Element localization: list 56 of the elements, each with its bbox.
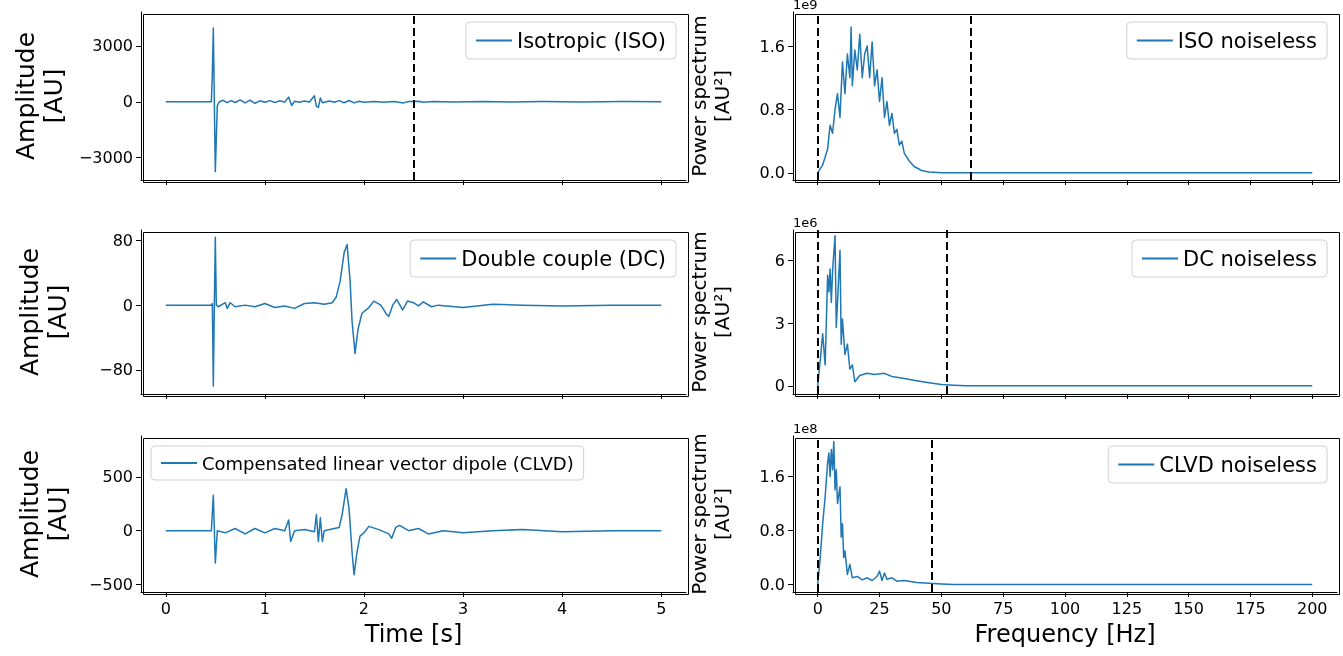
annotation: 1e6 bbox=[793, 215, 818, 230]
y-tick-label: 0.0 bbox=[759, 163, 785, 183]
x-tick-label: 75 bbox=[993, 598, 1014, 618]
y-axis-title: Power spectrum [AU²] bbox=[686, 231, 734, 393]
y-axis-title: Amplitude [AU] bbox=[14, 449, 72, 579]
text: 1e9 bbox=[793, 0, 818, 12]
y-tick-label: 0 bbox=[122, 295, 133, 315]
x-tick-label: 125 bbox=[1111, 598, 1143, 618]
x-tick-label: 100 bbox=[1049, 598, 1081, 618]
x-tick-label: 175 bbox=[1235, 598, 1266, 618]
line-series bbox=[816, 440, 1314, 586]
x-tick-label: 150 bbox=[1173, 598, 1204, 618]
y-tick-label: 0 bbox=[774, 376, 785, 396]
x-tick-label: 50 bbox=[931, 598, 952, 618]
y-tick-label: −3000 bbox=[78, 148, 133, 168]
line-series bbox=[165, 236, 662, 387]
line-series bbox=[816, 26, 1314, 174]
y-axis-title: Amplitude [AU] bbox=[14, 247, 72, 377]
y-tick-label: 80 bbox=[112, 231, 133, 250]
x-tick-label: 0 bbox=[812, 598, 823, 618]
y-tick-label: 1.6 bbox=[759, 467, 785, 487]
y-axis-title: Power spectrum [AU²] bbox=[686, 433, 734, 595]
x-tick-label: 0 bbox=[160, 598, 171, 618]
line-series bbox=[816, 234, 1314, 387]
x-tick-label: 5 bbox=[656, 598, 667, 618]
legend-label: CLVD noiseless bbox=[1159, 452, 1318, 477]
y-tick-label: 0 bbox=[122, 521, 133, 541]
x-tick-label: 1 bbox=[259, 598, 270, 618]
y-tick-label: 3000 bbox=[92, 36, 133, 56]
y-tick-label: −500 bbox=[89, 574, 133, 594]
y-tick-label: 0.8 bbox=[759, 99, 785, 119]
annotation: 1e8 bbox=[793, 421, 818, 436]
x-tick-label: 25 bbox=[869, 598, 890, 618]
legend-label: Isotropic (ISO) bbox=[516, 28, 666, 53]
y-tick-label: 0.0 bbox=[759, 575, 785, 595]
legend-label: DC noiseless bbox=[1183, 246, 1317, 271]
legend-label: Compensated linear vector dipole (CLVD) bbox=[202, 452, 574, 474]
y-tick-label: 500 bbox=[102, 467, 133, 487]
x-tick-label: 3 bbox=[457, 598, 469, 618]
legend-label: Double couple (DC) bbox=[461, 246, 667, 271]
x-axis-title: Frequency [Hz] bbox=[974, 619, 1156, 648]
y-tick-label: 1.6 bbox=[759, 36, 785, 56]
x-tick-label: 4 bbox=[557, 598, 568, 618]
y-tick-label: −80 bbox=[99, 360, 133, 380]
y-tick-label: 6 bbox=[774, 251, 785, 271]
y-tick-label: 3 bbox=[774, 313, 785, 333]
y-tick-label: 0 bbox=[122, 92, 133, 112]
legend-label: ISO noiseless bbox=[1177, 28, 1317, 53]
x-tick-label: 200 bbox=[1297, 598, 1328, 618]
x-axis-title: Time [s] bbox=[363, 619, 463, 648]
x-tick-label: 2 bbox=[358, 598, 370, 618]
y-axis-title: Amplitude [AU] bbox=[11, 31, 69, 161]
y-tick-label: 0.8 bbox=[759, 521, 785, 541]
line-series bbox=[165, 27, 662, 173]
y-axis-title: Power spectrum [AU²] bbox=[686, 15, 734, 177]
line-series bbox=[165, 487, 662, 576]
